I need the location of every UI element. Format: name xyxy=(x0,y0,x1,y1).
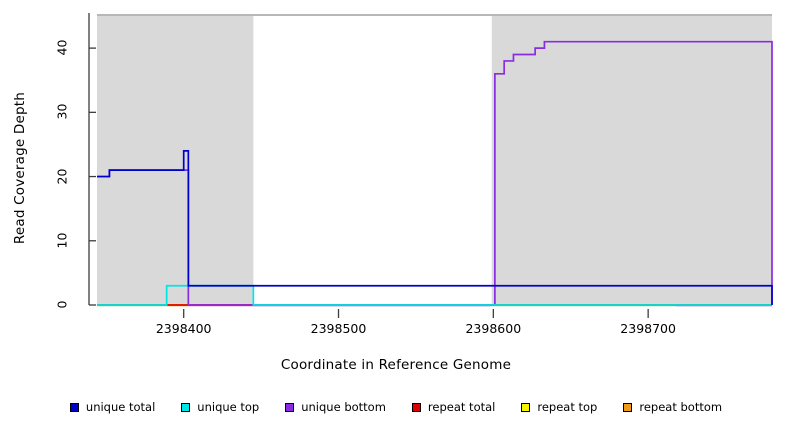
y-tick-label: 10 xyxy=(54,232,70,249)
legend-label: repeat total xyxy=(427,400,496,414)
axis-lines xyxy=(88,13,649,318)
y-tick-label: 30 xyxy=(54,103,70,120)
legend-label: unique bottom xyxy=(301,400,386,414)
x-tick-label: 2398400 xyxy=(155,321,212,336)
shaded-repeat-regions xyxy=(97,16,772,305)
y-axis-title: Read Coverage Depth xyxy=(12,91,28,245)
data-series-group xyxy=(97,40,773,307)
legend-label: unique total xyxy=(85,400,156,414)
legend-item-repeat-bottom[interactable]: repeat bottom xyxy=(623,400,722,414)
legend-item-unique-top[interactable]: unique top xyxy=(181,400,259,414)
chart-legend: unique total unique top unique bottom repea… xyxy=(0,396,792,418)
legend-label: unique top xyxy=(197,400,260,414)
legend-swatch-icon xyxy=(181,402,191,412)
legend-item-repeat-total[interactable]: repeat total xyxy=(411,400,496,414)
legend-swatch-icon xyxy=(623,402,633,412)
legend-swatch-icon xyxy=(411,402,421,412)
legend-item-unique-bottom[interactable]: unique bottom xyxy=(285,400,386,414)
shaded-region-left xyxy=(97,16,254,305)
y-tick-marks xyxy=(89,47,96,306)
series-line-unique-total xyxy=(97,150,773,305)
series-line-unique-bottom xyxy=(97,40,773,306)
shaded-region-right xyxy=(491,16,772,305)
x-tick-label: 2398600 xyxy=(465,321,522,336)
legend-item-repeat-top[interactable]: repeat top xyxy=(521,400,597,414)
y-tick-label: 20 xyxy=(54,168,70,184)
y-tick-label: 40 xyxy=(54,39,70,56)
x-axis-title: Coordinate in Reference Genome xyxy=(280,357,512,373)
legend-label: repeat bottom xyxy=(639,400,723,414)
legend-item-unique-total[interactable]: unique total xyxy=(69,400,156,414)
legend-label: repeat top xyxy=(537,400,598,414)
x-tick-label: 2398700 xyxy=(620,321,676,336)
legend-swatch-icon xyxy=(521,402,531,412)
x-tick-marks xyxy=(183,309,649,318)
y-tick-label: 0 xyxy=(54,300,70,309)
legend-swatch-icon xyxy=(69,402,79,412)
x-tick-label: 2398500 xyxy=(310,321,367,336)
legend-swatch-icon xyxy=(285,402,295,412)
